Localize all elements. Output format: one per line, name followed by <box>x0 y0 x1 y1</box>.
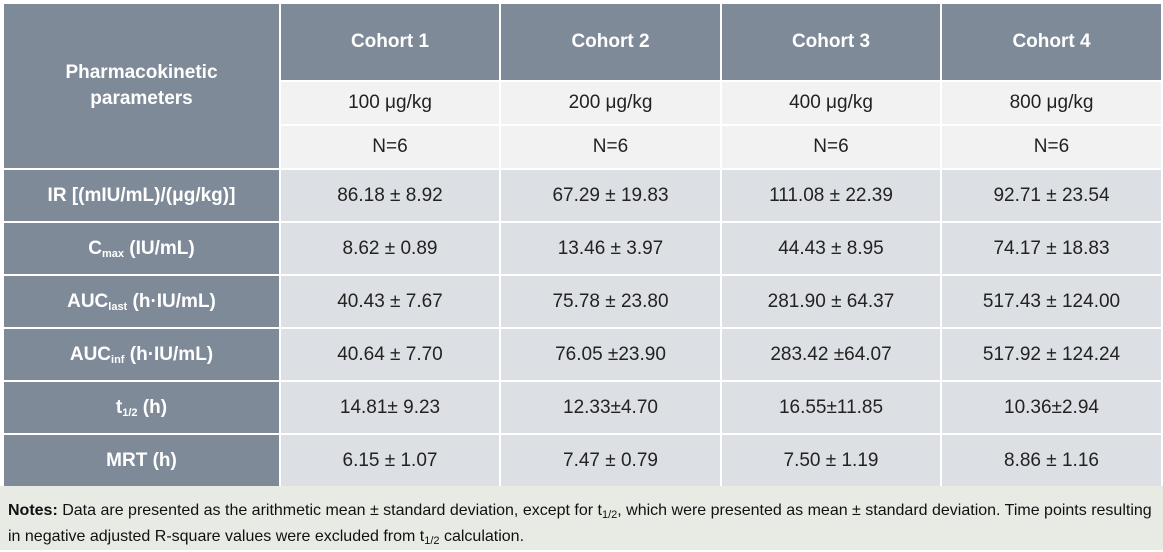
row-label-aucinf: AUCinf (h·IU/mL) <box>2 327 281 382</box>
table-cell: 16.55±11.85 <box>720 380 942 435</box>
cohort-4-header: Cohort 4 <box>940 2 1163 82</box>
table-cell: 517.43 ± 124.00 <box>940 274 1163 329</box>
notes-text: Data are presented as the arithmetic mea… <box>57 502 602 519</box>
table-cell: 67.29 ± 19.83 <box>499 168 722 223</box>
notes-subscript: 1/2 <box>601 509 618 521</box>
n-row: N=6 N=6 N=6 N=6 <box>3 124 1163 170</box>
row-label-mrt: MRT (h) <box>2 433 281 488</box>
table-cell: 517.92 ± 124.24 <box>940 327 1163 382</box>
cohort-3-dose: 400 μg/kg <box>720 80 942 126</box>
notes-text: , which were presented as mean ± standar… <box>8 502 1152 545</box>
table-cell: 6.15 ± 1.07 <box>279 433 501 488</box>
row-label-auclast: AUClast (h·IU/mL) <box>2 274 281 329</box>
table-notes: Notes: Data are presented as the arithme… <box>0 486 1163 550</box>
row-label-cmax: Cmax (IU/mL) <box>2 221 281 276</box>
table-cell: 283.42 ±64.07 <box>720 327 942 382</box>
table-cell: 111.08 ± 22.39 <box>720 168 942 223</box>
table-cell: 44.43 ± 8.95 <box>720 221 942 276</box>
notes-lead: Notes: <box>8 502 58 519</box>
cohort-3-n: N=6 <box>720 124 942 170</box>
table-cell: 76.05 ±23.90 <box>499 327 722 382</box>
cohort-1-n: N=6 <box>279 124 501 170</box>
cohort-header-row: Pharmacokinetic parameters Cohort 1 Coho… <box>2 2 1163 170</box>
table-cell: 40.43 ± 7.67 <box>279 274 501 329</box>
table-cell: 8.62 ± 0.89 <box>279 221 501 276</box>
cohort-4-n: N=6 <box>940 124 1163 170</box>
row-label-thalf: t1/2 (h) <box>2 380 281 435</box>
cohort-2-header: Cohort 2 <box>499 2 722 82</box>
dose-row: 100 μg/kg 200 μg/kg 400 μg/kg 800 μg/kg <box>3 80 1163 126</box>
table-cell: 92.71 ± 23.54 <box>940 168 1163 223</box>
table-cell: 13.46 ± 3.97 <box>499 221 722 276</box>
table-cell: 75.78 ± 23.80 <box>499 274 722 329</box>
table-cell: 74.17 ± 18.83 <box>940 221 1163 276</box>
table-cell: 281.90 ± 64.37 <box>720 274 942 329</box>
table-cell: 8.86 ± 1.16 <box>940 433 1163 488</box>
table-row: AUCinf (h·IU/mL) 40.64 ± 7.70 76.05 ±23.… <box>2 327 1163 382</box>
table-cell: 7.47 ± 0.79 <box>499 433 722 488</box>
cohort-3-header: Cohort 3 <box>720 2 942 82</box>
param-header-cell: Pharmacokinetic parameters <box>2 2 281 170</box>
pk-parameters-table: Pharmacokinetic parameters Cohort 1 Coho… <box>2 2 1163 488</box>
param-header-label: Pharmacokinetic parameters <box>65 62 218 109</box>
table-row: Cmax (IU/mL) 8.62 ± 0.89 13.46 ± 3.97 44… <box>2 221 1163 276</box>
table-cell: 10.36±2.94 <box>940 380 1163 435</box>
table-row: t1/2 (h) 14.81± 9.23 12.33±4.70 16.55±11… <box>2 380 1163 435</box>
table-row: IR [(mIU/mL)/(μg/kg)] 86.18 ± 8.92 67.29… <box>2 168 1163 223</box>
cohort-4-dose: 800 μg/kg <box>940 80 1163 126</box>
table-row: MRT (h) 6.15 ± 1.07 7.47 ± 0.79 7.50 ± 1… <box>2 433 1163 488</box>
cohort-1-dose: 100 μg/kg <box>279 80 501 126</box>
cohort-2-dose: 200 μg/kg <box>499 80 722 126</box>
cohort-1-header: Cohort 1 <box>279 2 501 82</box>
table-cell: 14.81± 9.23 <box>279 380 501 435</box>
notes-subscript: 1/2 <box>424 535 440 547</box>
row-label-ir: IR [(mIU/mL)/(μg/kg)] <box>2 168 281 223</box>
table-cell: 40.64 ± 7.70 <box>279 327 501 382</box>
notes-text: calculation. <box>439 528 525 545</box>
table-cell: 86.18 ± 8.92 <box>279 168 501 223</box>
cohort-2-n: N=6 <box>499 124 722 170</box>
table-cell: 7.50 ± 1.19 <box>720 433 942 488</box>
table-row: AUClast (h·IU/mL) 40.43 ± 7.67 75.78 ± 2… <box>2 274 1163 329</box>
table-cell: 12.33±4.70 <box>499 380 722 435</box>
